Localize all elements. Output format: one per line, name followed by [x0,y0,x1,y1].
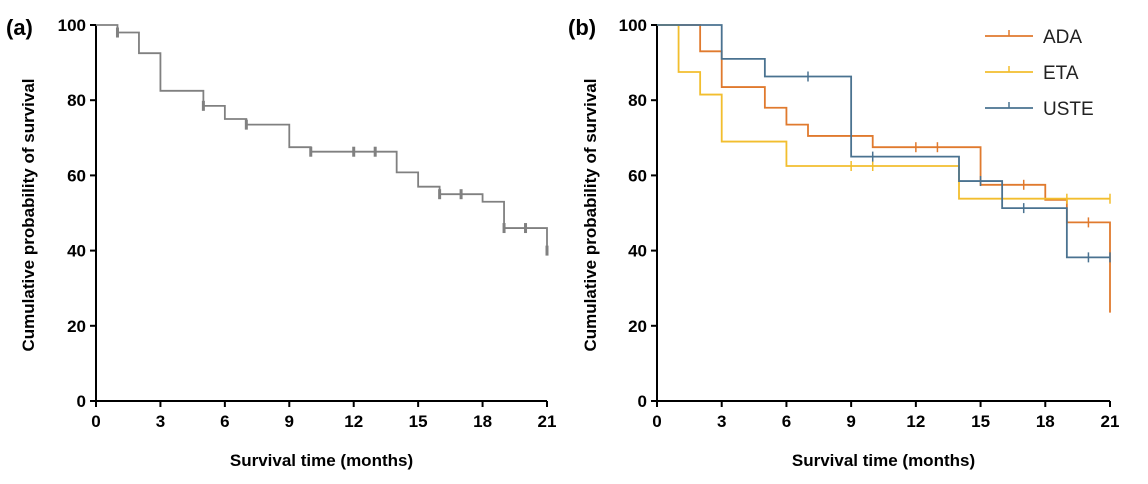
x-tick-label: 21 [1101,412,1120,431]
x-tick-label: 6 [782,412,791,431]
x-tick-label: 0 [652,412,661,431]
panel-label: (b) [568,15,596,40]
x-tick-label: 12 [906,412,925,431]
y-axis-title: Cumulative probability of survival [581,78,600,351]
x-tick-label: 9 [846,412,855,431]
y-tick-label: 100 [58,16,86,35]
y-tick-label: 40 [628,242,647,261]
panel-label: (a) [6,15,33,40]
x-tick-label: 6 [220,412,229,431]
y-tick-label: 0 [77,392,86,411]
legend-entry-ada: ADA [985,27,1082,48]
series-line-ada [657,24,1111,313]
chart-panel-0: (a) 0 3 6 9 12 15 18 21 0 20 40 60 80 100 Survival time… [6,15,556,470]
x-tick-label: 12 [344,412,363,431]
series-line-uste [657,24,1110,259]
y-tick-label: 0 [638,392,647,411]
y-tick-label: 20 [67,317,86,336]
chart-panel-1: (b) 0 3 6 9 12 15 18 21 0 20 40 60 80 100 Survival time… [568,15,1119,470]
x-tick-label: 18 [473,412,492,431]
series-line [96,24,548,251]
y-tick-label: 60 [67,166,86,185]
legend-label: ETA [1043,63,1079,84]
x-tick-label: 21 [538,412,557,431]
x-tick-label: 3 [156,412,165,431]
y-tick-label: 40 [67,242,86,261]
x-tick-label: 18 [1036,412,1055,431]
x-tick-label: 15 [409,412,428,431]
x-axis-title: Survival time (months) [792,451,975,470]
y-axis-title: Cumulative probability of survival [19,78,38,351]
x-tick-label: 9 [285,412,294,431]
y-tick-label: 20 [628,317,647,336]
x-axis-title: Survival time (months) [230,451,413,470]
x-tick-label: 0 [91,412,100,431]
legend-entry-uste: USTE [985,99,1094,120]
legend-label: ADA [1043,27,1082,48]
y-tick-label: 80 [67,91,86,110]
y-tick-label: 80 [628,91,647,110]
legend-label: USTE [1043,99,1094,120]
legend-entry-eta: ETA [985,63,1079,84]
y-tick-label: 60 [628,166,647,185]
x-tick-label: 3 [717,412,726,431]
y-tick-label: 100 [619,16,647,35]
x-tick-label: 15 [971,412,990,431]
